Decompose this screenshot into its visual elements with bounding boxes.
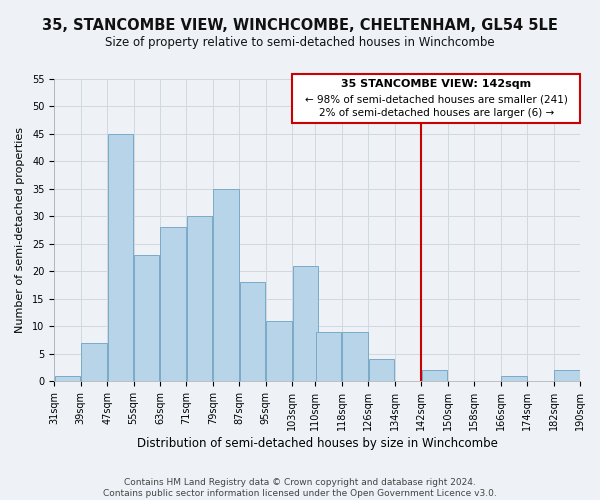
Bar <box>134 255 160 381</box>
Bar <box>422 370 447 381</box>
Bar <box>554 370 580 381</box>
Bar <box>369 359 394 381</box>
FancyBboxPatch shape <box>292 74 580 123</box>
Y-axis label: Number of semi-detached properties: Number of semi-detached properties <box>15 127 25 333</box>
Text: Contains HM Land Registry data © Crown copyright and database right 2024.: Contains HM Land Registry data © Crown c… <box>124 478 476 487</box>
Bar <box>343 332 368 381</box>
Text: ← 98% of semi-detached houses are smaller (241): ← 98% of semi-detached houses are smalle… <box>305 95 568 105</box>
Bar <box>55 376 80 381</box>
Bar <box>107 134 133 381</box>
Bar <box>214 189 239 381</box>
Bar <box>266 320 292 381</box>
Text: 2% of semi-detached houses are larger (6) →: 2% of semi-detached houses are larger (6… <box>319 108 554 118</box>
Bar <box>187 216 212 381</box>
Text: Contains public sector information licensed under the Open Government Licence v3: Contains public sector information licen… <box>103 490 497 498</box>
Text: Size of property relative to semi-detached houses in Winchcombe: Size of property relative to semi-detach… <box>105 36 495 49</box>
Bar <box>240 282 265 381</box>
X-axis label: Distribution of semi-detached houses by size in Winchcombe: Distribution of semi-detached houses by … <box>137 437 497 450</box>
Text: 35, STANCOMBE VIEW, WINCHCOMBE, CHELTENHAM, GL54 5LE: 35, STANCOMBE VIEW, WINCHCOMBE, CHELTENH… <box>42 18 558 32</box>
Bar <box>160 228 186 381</box>
Bar <box>293 266 318 381</box>
Bar <box>316 332 341 381</box>
Bar <box>501 376 527 381</box>
Bar <box>81 342 107 381</box>
Text: 35 STANCOMBE VIEW: 142sqm: 35 STANCOMBE VIEW: 142sqm <box>341 80 531 90</box>
